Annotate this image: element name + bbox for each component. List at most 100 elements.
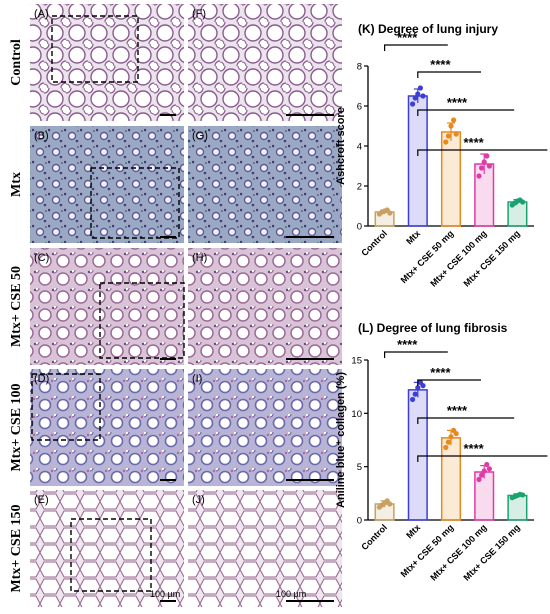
data-point bbox=[479, 472, 485, 478]
y-tick-label: 5 bbox=[357, 462, 362, 473]
data-point bbox=[448, 434, 454, 440]
micrograph-right bbox=[188, 248, 342, 365]
panel-label: (C) bbox=[34, 252, 49, 264]
significance-label: **** bbox=[463, 135, 484, 150]
panel-label: (A) bbox=[34, 8, 49, 20]
data-point bbox=[420, 93, 426, 99]
y-tick-label: 10 bbox=[351, 409, 362, 420]
data-point bbox=[387, 501, 393, 507]
data-point bbox=[486, 163, 492, 169]
y-tick-label: 0 bbox=[357, 516, 362, 527]
significance-label: **** bbox=[463, 441, 484, 456]
panel-label: (D) bbox=[34, 373, 49, 385]
micrograph-right bbox=[188, 490, 342, 607]
significance-label: **** bbox=[447, 95, 468, 110]
data-point bbox=[445, 439, 451, 445]
panel-label: (H) bbox=[192, 252, 207, 264]
micrograph-left bbox=[30, 490, 184, 607]
zoom-region-box bbox=[31, 373, 101, 441]
data-point bbox=[417, 85, 423, 91]
y-tick-label: 15 bbox=[351, 356, 362, 367]
micrograph-right bbox=[188, 4, 342, 121]
data-point bbox=[445, 133, 451, 139]
data-point bbox=[481, 159, 487, 165]
row-label: Mtx+ CSE 150 bbox=[9, 504, 24, 592]
scale-bar-label: 100 µm bbox=[150, 589, 180, 599]
data-point bbox=[410, 396, 416, 403]
chart-title: (K) Degree of lung injury bbox=[358, 22, 498, 36]
significance-label: **** bbox=[430, 365, 451, 380]
micrograph-right bbox=[188, 126, 342, 243]
x-tick-label: Mtx+ CSE 150 mg bbox=[462, 228, 522, 288]
zoom-region-box bbox=[51, 15, 139, 83]
data-point bbox=[415, 91, 421, 97]
micrograph-left bbox=[30, 248, 184, 365]
data-point bbox=[484, 153, 490, 159]
zoom-region-box bbox=[90, 167, 180, 239]
panel-label: (F) bbox=[192, 8, 206, 20]
panel-label: (I) bbox=[192, 373, 202, 385]
bar bbox=[440, 437, 462, 521]
significance-label: **** bbox=[447, 403, 468, 418]
micrograph-left bbox=[30, 369, 184, 486]
x-tick-label: Mtx bbox=[404, 228, 422, 246]
data-point bbox=[479, 165, 485, 171]
row-label: Mtx bbox=[9, 172, 24, 197]
y-tick-label: 0 bbox=[357, 222, 362, 233]
x-tick-label: Mtx bbox=[404, 522, 422, 540]
row-label: Control bbox=[9, 39, 24, 86]
zoom-region-box bbox=[70, 518, 152, 592]
data-point bbox=[412, 391, 418, 397]
x-tick-label: Mtx+ CSE 100 mg bbox=[428, 228, 488, 288]
significance-bracket bbox=[417, 455, 548, 462]
data-point bbox=[476, 173, 482, 179]
y-tick-label: 6 bbox=[357, 102, 362, 113]
data-point bbox=[486, 466, 492, 472]
y-tick-label: 4 bbox=[357, 142, 362, 153]
chart-title: (L) Degree of lung fibrosis bbox=[358, 321, 508, 335]
row-label: Mtx+ CSE 50 bbox=[9, 266, 24, 347]
significance-label: **** bbox=[397, 30, 418, 45]
y-axis-label: Aniline blue⁺ collagen (%) bbox=[335, 372, 347, 508]
significance-bracket bbox=[417, 417, 515, 424]
row-label: Mtx+ CSE 100 bbox=[9, 383, 24, 471]
chart-lung-fibrosis: (L) Degree of lung fibrosis Aniline blue⁺… bbox=[335, 321, 548, 583]
bar bbox=[440, 131, 462, 227]
data-point bbox=[410, 101, 416, 107]
significance-bracket bbox=[417, 379, 481, 386]
histology-panels: Control (A) (F) Mtx (B) (G) Mtx+ CSE 50 (C) (H) M… bbox=[9, 4, 342, 607]
x-tick-label: Mtx+ CSE 150 mg bbox=[462, 522, 522, 582]
panel-label: (E) bbox=[34, 494, 49, 506]
significance-bracket bbox=[384, 44, 448, 51]
micrograph-left bbox=[30, 126, 184, 243]
data-point bbox=[453, 131, 459, 137]
data-point bbox=[520, 492, 526, 498]
data-point bbox=[520, 199, 526, 205]
data-point bbox=[387, 210, 393, 216]
zoom-region-box bbox=[99, 282, 185, 359]
x-tick-label: Control bbox=[359, 522, 389, 552]
significance-bracket bbox=[417, 109, 515, 116]
micrograph-right bbox=[188, 369, 342, 486]
significance-bracket bbox=[417, 71, 481, 78]
data-point bbox=[484, 461, 490, 468]
significance-label: **** bbox=[430, 57, 451, 72]
data-point bbox=[443, 444, 449, 451]
data-point bbox=[420, 383, 426, 389]
data-point bbox=[451, 117, 457, 123]
x-tick-label: Mtx+ CSE 100 mg bbox=[428, 522, 488, 582]
y-tick-label: 2 bbox=[357, 182, 362, 193]
data-point bbox=[453, 431, 459, 437]
data-point bbox=[443, 139, 449, 145]
data-point bbox=[448, 123, 454, 129]
data-point bbox=[415, 385, 421, 391]
significance-label: **** bbox=[397, 337, 418, 352]
bar bbox=[407, 389, 428, 521]
x-tick-label: Control bbox=[359, 228, 389, 258]
significance-bracket bbox=[417, 149, 548, 156]
panel-label: (J) bbox=[192, 494, 205, 506]
significance-bracket bbox=[384, 351, 448, 358]
panel-label: (G) bbox=[192, 130, 208, 142]
data-point bbox=[481, 468, 487, 474]
